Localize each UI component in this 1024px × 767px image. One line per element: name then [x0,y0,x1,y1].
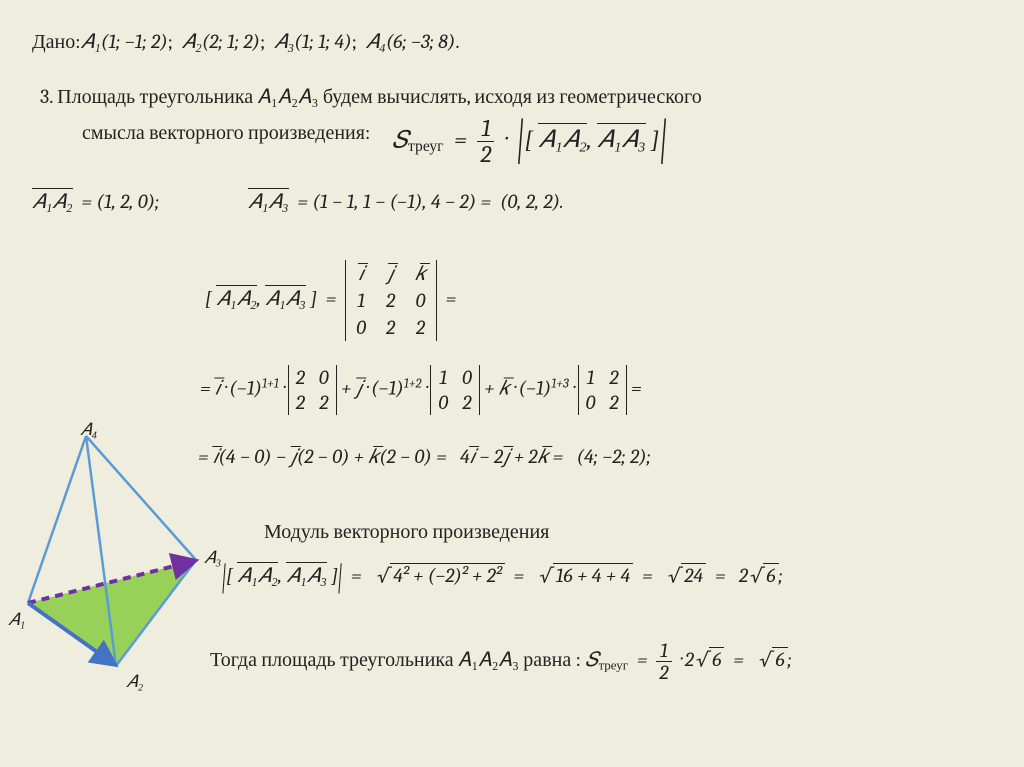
given-label: Дано: [32,30,81,53]
determinant-3x3: 𝑖̅ 𝑗̅ 𝑘̅ 1 2 0 0 2 2 [345,260,437,341]
half-frac: 1 2 [477,116,494,167]
cross-product-det: [ 𝐴₁𝐴₂, 𝐴₁𝐴₃ ] = 𝑖̅ 𝑗̅ 𝑘̅ 1 2 0 0 2 2 = [205,260,456,341]
vertex-label-a1: 𝐴₁ [8,610,25,630]
vector-a1a2: 𝐴₁𝐴₂ = (1, 2, 0); [32,188,159,214]
simplification-line: = 𝑖̅(4 − 0) − 𝑗̅(2 − 0) + 𝑘̅(2 − 0) = 4𝑖… [198,445,651,468]
det-i: 20 22 [288,365,337,415]
task-line1: Площадь треугольника 𝐴₁𝐴₂𝐴₃ будем вычисл… [57,85,702,108]
edge-a4a1 [28,436,86,603]
s-label: 𝑆 [392,125,408,153]
modulus-title: Модуль векторного произведения [264,520,549,544]
point-a4: 𝐴₄(6; −3; 8) [366,30,456,53]
task-number: 3. [40,85,53,108]
edge-a4a3 [86,436,196,560]
det-k: 12 02 [578,365,627,415]
point-a3: 𝐴₃(1; 1; 4) [274,30,352,53]
final-line: Тогда площадь треугольника 𝐴₁𝐴₂𝐴₃ равна … [210,640,792,683]
vec-a1a3: 𝐴₁𝐴₃ [597,123,646,154]
area-formula: 𝑆треуг = 1 2 · |[ 𝐴₁𝐴₂, 𝐴₁𝐴₃ ]| [392,116,668,167]
vertex-label-a3: 𝐴₃ [204,548,221,568]
vertex-label-a2: 𝐴₂ [126,672,143,692]
det-j: 10 02 [430,365,480,415]
vertex-label-a4: 𝐴₄ [80,420,97,440]
vec-a1a2: 𝐴₁𝐴₂ [538,123,587,154]
s-sub: треуг [408,137,444,155]
point-a1: 𝐴₁(1; −1; 2) [81,30,168,53]
vector-a1a3: 𝐴₁𝐴₃ = (1 − 1, 1 − (−1), 4 − 2) = (0, 2,… [248,188,564,214]
base-fill [28,560,196,666]
point-a2: 𝐴₂(2; 1; 2) [182,30,260,53]
expansion-line: = 𝑖̅ · (−1)1+1 · 20 22 + 𝑗̅ · (−1)1+2 · … [200,365,642,415]
given-line: Дано:𝐴₁(1; −1; 2); 𝐴₂(2; 1; 2); 𝐴₃(1; 1;… [32,30,459,54]
modulus-expression: |[ 𝐴₁𝐴₂, 𝐴₁𝐴₃ ]| = 4² + (−2)² + 2² = 16 … [222,562,783,590]
